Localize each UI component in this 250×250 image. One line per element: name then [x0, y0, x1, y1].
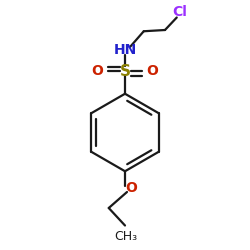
Text: O: O	[146, 64, 158, 78]
Text: S: S	[120, 64, 130, 79]
Text: CH₃: CH₃	[115, 230, 138, 243]
Text: O: O	[92, 64, 104, 78]
Text: O: O	[125, 180, 137, 194]
Text: Cl: Cl	[172, 6, 188, 20]
Text: HN: HN	[114, 43, 136, 57]
